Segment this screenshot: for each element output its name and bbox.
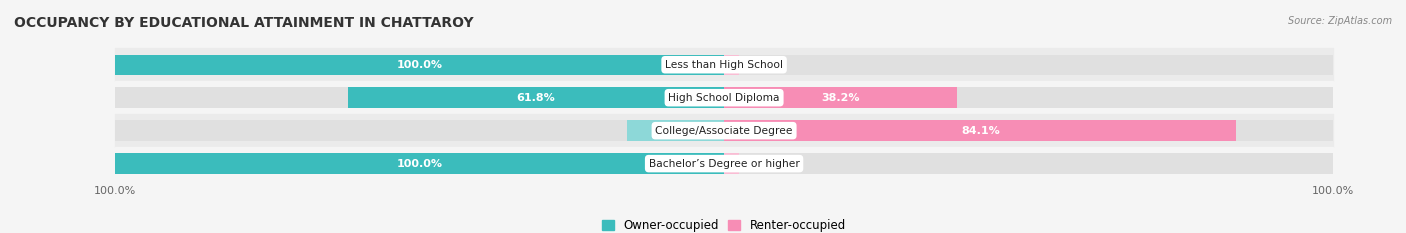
Text: 61.8%: 61.8% — [516, 93, 555, 103]
Bar — [115, 81, 1333, 114]
Bar — [115, 87, 724, 108]
Text: High School Diploma: High School Diploma — [668, 93, 780, 103]
Bar — [724, 87, 957, 108]
Text: 0.0%: 0.0% — [748, 60, 776, 70]
Bar — [347, 87, 724, 108]
Bar — [724, 120, 1236, 141]
Bar — [115, 48, 1333, 81]
Text: Bachelor’s Degree or higher: Bachelor’s Degree or higher — [648, 159, 800, 169]
Bar — [115, 147, 1333, 180]
Bar — [627, 120, 724, 141]
Text: College/Associate Degree: College/Associate Degree — [655, 126, 793, 136]
Text: OCCUPANCY BY EDUCATIONAL ATTAINMENT IN CHATTAROY: OCCUPANCY BY EDUCATIONAL ATTAINMENT IN C… — [14, 16, 474, 30]
Text: 38.2%: 38.2% — [821, 93, 859, 103]
Legend: Owner-occupied, Renter-occupied: Owner-occupied, Renter-occupied — [598, 214, 851, 233]
Text: Source: ZipAtlas.com: Source: ZipAtlas.com — [1288, 16, 1392, 26]
Bar — [115, 55, 724, 75]
Text: 84.1%: 84.1% — [960, 126, 1000, 136]
Text: 100.0%: 100.0% — [396, 60, 443, 70]
Bar — [724, 87, 1333, 108]
Bar — [115, 153, 724, 174]
Text: 100.0%: 100.0% — [396, 159, 443, 169]
Bar — [115, 55, 724, 75]
Bar — [724, 120, 1333, 141]
Bar — [724, 153, 1333, 174]
Text: Less than High School: Less than High School — [665, 60, 783, 70]
Bar — [115, 153, 724, 174]
Bar — [724, 153, 740, 174]
Text: 0.0%: 0.0% — [748, 159, 776, 169]
Text: 15.9%: 15.9% — [657, 126, 695, 136]
Bar — [115, 120, 724, 141]
Bar — [115, 114, 1333, 147]
Bar — [724, 55, 740, 75]
Bar — [724, 55, 1333, 75]
